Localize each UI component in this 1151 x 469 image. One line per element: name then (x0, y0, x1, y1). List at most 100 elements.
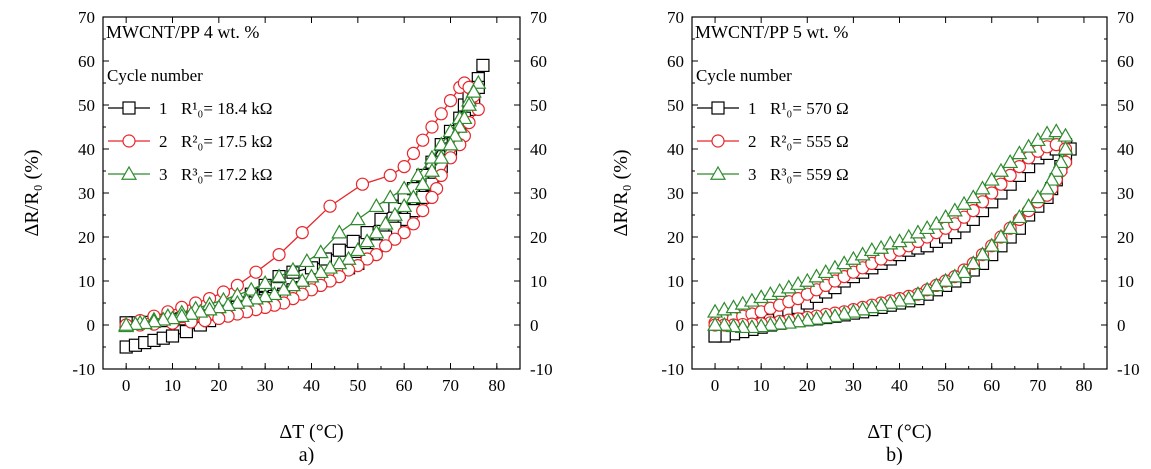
legend-cycle-number: 3 (748, 165, 757, 184)
x-tick-label: 50 (937, 376, 954, 395)
series-3-point (243, 281, 260, 296)
series-2-point (355, 177, 370, 191)
series-3-point (182, 305, 200, 320)
series-3-point (349, 241, 366, 257)
x-tick-label: 50 (349, 376, 366, 395)
legend-marker (711, 101, 725, 115)
series-2-point (406, 146, 421, 160)
series-3-point (382, 189, 399, 204)
chart-panel-b: 0 10 20 30 40 50 60 70 80 -10 -10 0 0 10 10 20 20 30 30 40 4… (610, 8, 1140, 466)
y-tick-label: 0 (676, 316, 685, 335)
series-3-point (423, 162, 441, 177)
x-tick-label: 20 (799, 376, 816, 395)
series-3-point (1043, 171, 1060, 186)
series-3-point (974, 180, 991, 195)
series-3-point (414, 175, 431, 191)
series-3-point (284, 261, 302, 276)
series-3-point (349, 211, 366, 226)
y-tick-label: 60 (667, 52, 684, 71)
y-tick-label-right: 10 (1117, 272, 1134, 291)
legend-resistance-label: R¹₀= 18.4 kΩ (181, 99, 272, 118)
y-tick-label: 60 (78, 52, 95, 71)
legend-cycle-number: 2 (748, 132, 757, 151)
series-3-point (447, 127, 464, 142)
series-3-point (210, 299, 227, 314)
series-3-point (891, 292, 908, 307)
legend: Cycle number 1 R¹₀= 18.4 kΩ 2 R²₀= 17.5 kΩ 3 R… (107, 66, 272, 184)
y-tick-label: 50 (667, 96, 684, 115)
series-3-point (145, 313, 163, 328)
series-3-point (992, 228, 1009, 243)
series-3-point (753, 318, 770, 333)
series-2-point (295, 226, 309, 240)
y-tick-label: 10 (78, 272, 95, 291)
series-2-point (249, 265, 263, 279)
series-3-point (229, 294, 246, 309)
series-1-point (346, 234, 360, 248)
series-3-point (919, 281, 936, 296)
legend-resistance-label: R¹₀= 570 Ω (770, 99, 849, 118)
series-3-point (937, 272, 954, 287)
series-1-point (332, 243, 346, 257)
series-3-point (946, 268, 963, 283)
y-tick-label: 40 (78, 140, 95, 159)
chart-title: MWCNT/PP 4 wt. % (106, 22, 259, 42)
y-tick-label-right: 40 (530, 140, 547, 159)
x-tick-label: 80 (1075, 376, 1092, 395)
series-3-point (312, 263, 329, 279)
series-2-point (323, 199, 337, 213)
series-3-point (377, 215, 394, 230)
legend-title: Cycle number (107, 66, 203, 85)
x-tick-label: 20 (210, 376, 227, 395)
series-3-point (470, 74, 487, 89)
series-3-point (127, 315, 144, 330)
series-3-point (1011, 208, 1028, 224)
y-tick-label-right: 0 (530, 316, 539, 335)
series-1-point (165, 329, 180, 343)
x-tick-label: 10 (164, 376, 181, 395)
x-tick-label: 70 (442, 376, 459, 395)
series-2-point (397, 226, 411, 240)
series-1-point (476, 58, 490, 73)
x-tick-label: 10 (753, 376, 770, 395)
y-tick-label: -10 (661, 360, 684, 379)
series-3-point (974, 246, 991, 261)
series-3-point (247, 290, 264, 305)
series-2-point (425, 120, 439, 134)
series-3-point (201, 301, 218, 316)
series-3-point (771, 315, 788, 330)
series-3-point (442, 136, 459, 151)
series-3-point (456, 109, 473, 125)
series-3-point (298, 252, 315, 268)
series-3-point (965, 189, 982, 204)
series-3-point (992, 162, 1009, 177)
series-3-point (790, 313, 807, 328)
x-tick-label: 60 (396, 376, 413, 395)
series-3-point (1052, 153, 1069, 169)
series-3-point (155, 311, 172, 326)
series-2-point (406, 217, 421, 231)
series-3-point (1002, 219, 1019, 235)
legend-cycle-number: 1 (748, 99, 757, 118)
x-tick-label: 80 (488, 376, 505, 395)
legend-marker (122, 134, 136, 148)
series-3-point (1048, 162, 1065, 177)
y-tick-label: 40 (667, 140, 684, 159)
x-axis-title: ΔT (°C) (279, 421, 343, 443)
y-tick-label-right: 20 (1117, 228, 1134, 247)
series-2-point (443, 93, 458, 108)
series-3-point (1057, 140, 1074, 155)
series-3-point (271, 268, 288, 283)
series-3-point (983, 237, 1000, 252)
series-3-point (136, 315, 153, 330)
chart-panel-a: 0 10 20 30 40 50 60 70 80 -10 -10 0 0 10 10 20 20 30 30 40 4… (21, 8, 553, 466)
series-3-point (331, 255, 348, 270)
series-2-point (434, 107, 448, 121)
x-tick-label: 40 (891, 376, 908, 395)
series-2-point (416, 133, 430, 147)
y-tick-label-right: 40 (1117, 140, 1134, 159)
legend-cycle-number: 3 (159, 165, 168, 184)
series-3-point (1002, 153, 1019, 169)
series-3-point (928, 277, 945, 292)
series-3-point (956, 263, 973, 279)
